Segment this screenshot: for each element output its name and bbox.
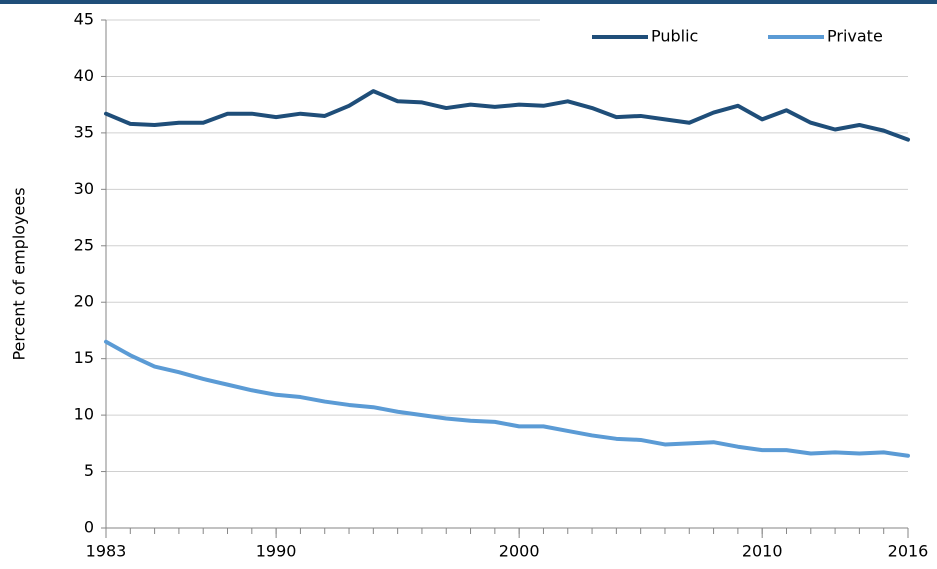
y-tick-label: 45 <box>74 10 94 29</box>
y-tick-label: 25 <box>74 235 94 254</box>
y-tick-label: 35 <box>74 122 94 141</box>
y-tick-label: 0 <box>84 518 94 537</box>
y-tick-label: 10 <box>74 405 94 424</box>
line-series <box>104 89 910 142</box>
y-tick-label: 5 <box>84 461 94 480</box>
y-tick-label: 30 <box>74 179 94 198</box>
x-tick-label: 2010 <box>742 542 783 561</box>
line-series <box>104 339 910 458</box>
x-tick-label: 1990 <box>256 542 297 561</box>
y-tick-label: 20 <box>74 292 94 311</box>
x-tick-label: 2016 <box>888 542 929 561</box>
legend-label: Public <box>651 27 698 46</box>
x-tick-label: 2000 <box>499 542 540 561</box>
legend-label: Private <box>827 27 883 46</box>
x-tick-label: 1983 <box>86 542 127 561</box>
y-tick-label: 40 <box>74 66 94 85</box>
y-tick-label: 15 <box>74 348 94 367</box>
y-axis-label: Percent of employees <box>10 187 29 360</box>
header-strip <box>0 0 937 4</box>
